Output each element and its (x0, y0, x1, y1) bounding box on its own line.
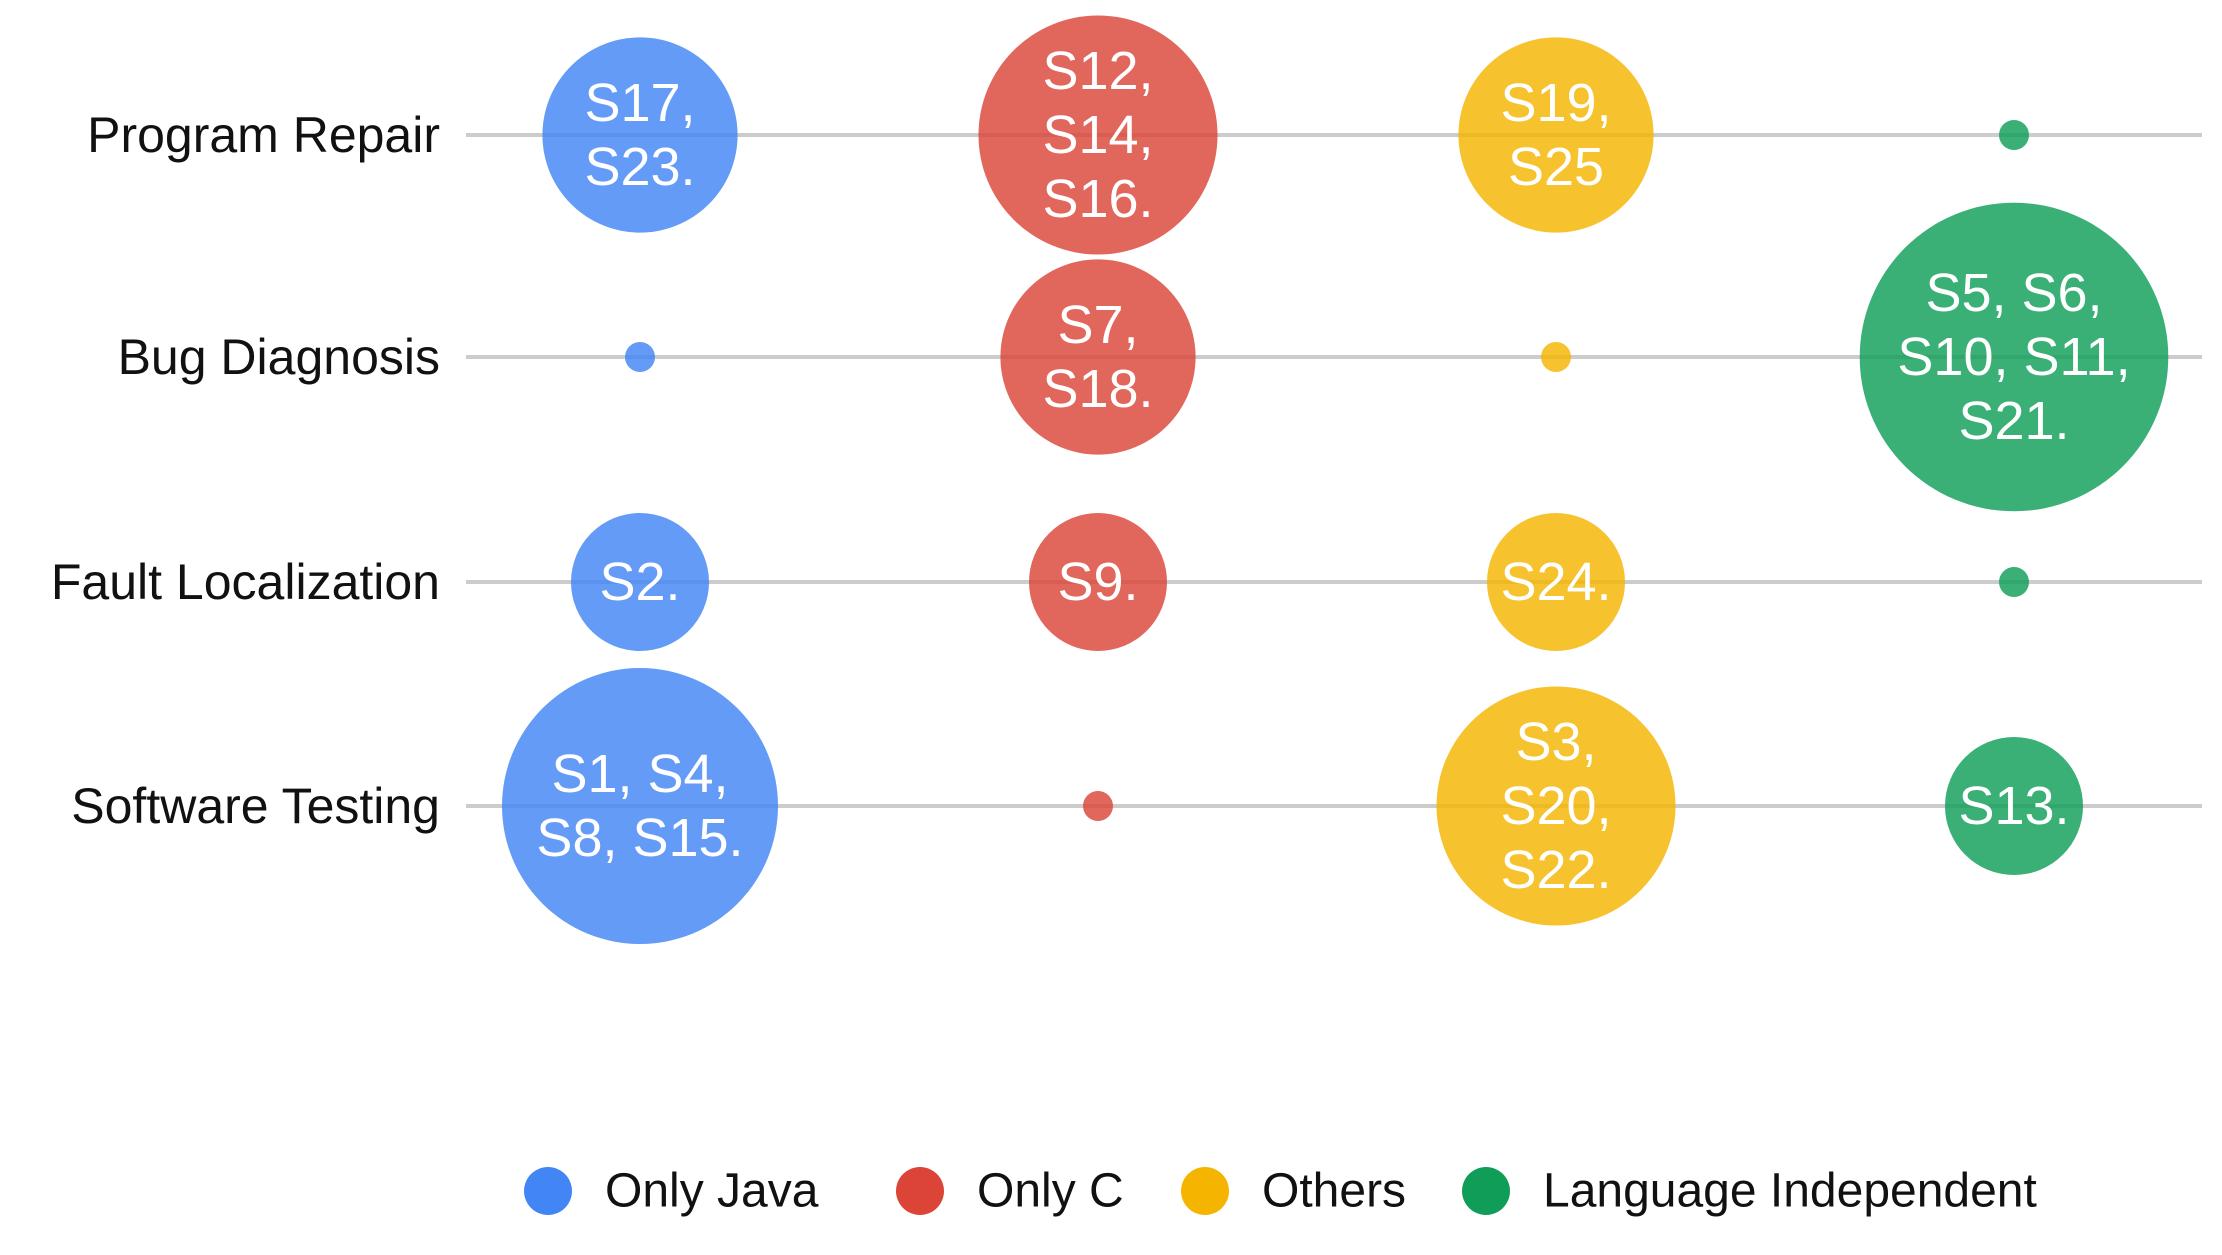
legend-swatch (896, 1167, 944, 1215)
bubble-circle (625, 342, 655, 372)
bubble-label: S25 (1508, 137, 1604, 197)
bubble-label: S22. (1500, 840, 1611, 900)
bubble-label: S12, (1042, 41, 1153, 101)
bubble-label: S19, (1500, 73, 1611, 133)
bubble-label: S10, S11, (1897, 327, 2130, 387)
bubble-circle (1458, 37, 1654, 233)
bubble-circle (571, 513, 709, 651)
bubble-only-c-fault-localization: S9. (1029, 513, 1167, 651)
bubble-only-c-software-testing (1083, 791, 1113, 821)
legend-item-only-java: Only Java (524, 1165, 819, 1218)
bubble-only-java-software-testing: S1, S4,S8, S15. (502, 668, 778, 944)
bubble-circle (1859, 202, 2169, 512)
legend-label: Only C (977, 1165, 1124, 1218)
bubble-label: S18. (1042, 359, 1153, 419)
bubble-circle (1541, 342, 1571, 372)
bubble-label: S9. (1057, 552, 1138, 612)
legend-label: Language Independent (1543, 1165, 2037, 1218)
bubble-label: S3, (1515, 712, 1596, 772)
bubble-label: S8, S15. (536, 808, 743, 868)
bubble-only-c-bug-diagnosis: S7,S18. (1000, 259, 1196, 455)
bubble-others-fault-localization: S24. (1487, 513, 1625, 651)
row-label-program-repair: Program Repair (87, 107, 440, 163)
legend-label: Others (1262, 1165, 1406, 1218)
bubble-others-bug-diagnosis (1541, 342, 1571, 372)
legend-item-language-independent: Language Independent (1462, 1165, 2037, 1218)
bubble-language-independent-program-repair (1999, 120, 2029, 150)
legend-swatch (524, 1167, 572, 1215)
bubble-label: S24. (1500, 552, 1611, 612)
legend-swatch (1462, 1167, 1510, 1215)
bubble-circle (1945, 737, 2083, 875)
bubble-label: S21. (1958, 391, 2069, 451)
bubble-label: S13. (1958, 776, 2069, 836)
bubble-circle (1999, 567, 2029, 597)
bubble-only-java-program-repair: S17,S23. (542, 37, 738, 233)
bubble-label: S1, S4, (551, 744, 728, 804)
row-labels: Program Repair Bug Diagnosis Fault Localiz… (51, 107, 440, 834)
bubble-label: S17, (584, 73, 695, 133)
row-label-software-testing: Software Testing (71, 778, 440, 834)
bubble-circle (1029, 513, 1167, 651)
bubble-circle (1083, 791, 1113, 821)
bubble-others-program-repair: S19,S25 (1458, 37, 1654, 233)
bubble-others-software-testing: S3,S20,S22. (1436, 686, 1676, 926)
bubble-circle (1000, 259, 1196, 455)
bubble-circle (1999, 120, 2029, 150)
bubble-label: S14, (1042, 105, 1153, 165)
bubble-label: S20, (1500, 776, 1611, 836)
bubble-language-independent-software-testing: S13. (1945, 737, 2083, 875)
bubble-label: S7, (1057, 295, 1138, 355)
bubble-circle (1436, 686, 1676, 926)
bubble-circle (978, 15, 1218, 255)
bubble-label: S5, S6, (1925, 263, 2102, 323)
bubble-language-independent-bug-diagnosis: S5, S6,S10, S11,S21. (1859, 202, 2169, 512)
bubble-only-java-fault-localization: S2. (571, 513, 709, 651)
legend-label: Only Java (605, 1165, 819, 1218)
bubbles: S17,S23.S2.S1, S4,S8, S15.S12,S14,S16.S7… (502, 15, 2169, 944)
legend-item-only-c: Only C (896, 1165, 1124, 1218)
legend-item-others: Others (1181, 1165, 1406, 1218)
bubble-circle (542, 37, 738, 233)
bubble-language-independent-fault-localization (1999, 567, 2029, 597)
bubble-label: S16. (1042, 169, 1153, 229)
bubble-label: S2. (599, 552, 680, 612)
row-label-fault-localization: Fault Localization (51, 554, 440, 610)
bubble-only-c-program-repair: S12,S14,S16. (978, 15, 1218, 255)
row-label-bug-diagnosis: Bug Diagnosis (118, 329, 440, 385)
bubble-label: S23. (584, 137, 695, 197)
legend: Only Java Only C Others Language Independen… (524, 1165, 2037, 1218)
bubble-circle (502, 668, 778, 944)
legend-swatch (1181, 1167, 1229, 1215)
bubble-only-java-bug-diagnosis (625, 342, 655, 372)
bubble-circle (1487, 513, 1625, 651)
